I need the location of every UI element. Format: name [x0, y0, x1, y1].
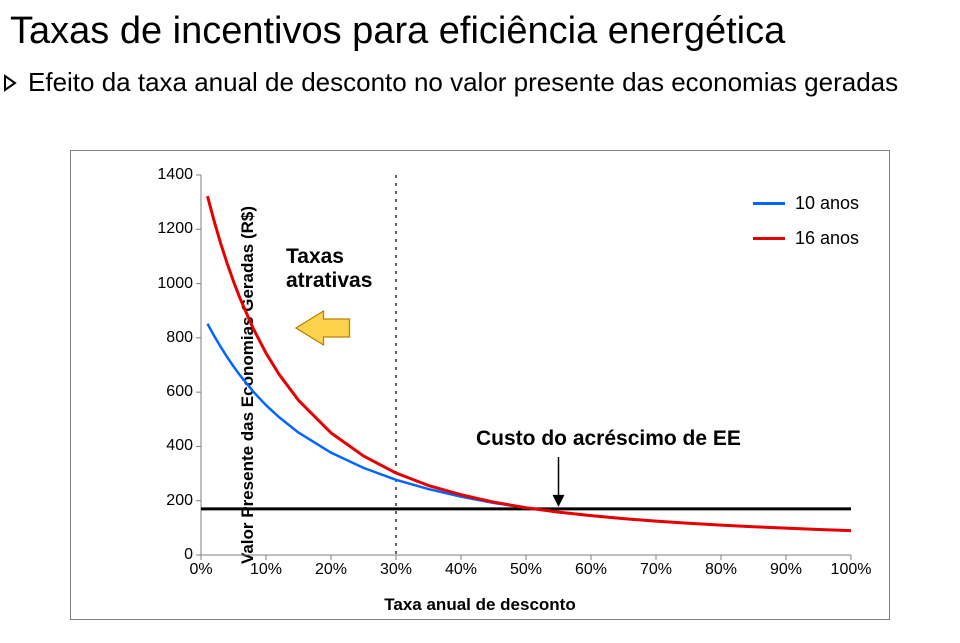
- y-tick-label: 600: [166, 383, 193, 401]
- y-tick-label: 1400: [157, 166, 193, 184]
- annotation-text: atrativas: [286, 269, 372, 292]
- x-tick-label: 100%: [831, 561, 872, 579]
- x-tick-label: 70%: [640, 561, 672, 579]
- x-tick-label: 50%: [510, 561, 542, 579]
- subtitle-text: Efeito da taxa anual de desconto no valo…: [28, 67, 898, 98]
- x-axis-label: Taxa anual de desconto: [384, 595, 575, 615]
- chart-plot-area: Taxas atrativas Custo do acréscimo de EE…: [201, 175, 851, 555]
- x-tick-label: 80%: [705, 561, 737, 579]
- y-tick-label: 400: [166, 437, 193, 455]
- y-tick-label: 1200: [157, 220, 193, 238]
- x-tick-label: 30%: [380, 561, 412, 579]
- chevron-right-icon: [2, 74, 20, 92]
- y-tick-label: 1000: [157, 275, 193, 293]
- x-tick-label: 20%: [315, 561, 347, 579]
- annotation-text: Taxas: [286, 245, 344, 268]
- x-tick-label: 0%: [189, 561, 212, 579]
- chart-svg: [201, 175, 851, 555]
- y-tick-label: 200: [166, 492, 193, 510]
- x-tick-label: 40%: [445, 561, 477, 579]
- subtitle-row: Efeito da taxa anual de desconto no valo…: [0, 57, 960, 98]
- annotation-custo: Custo do acréscimo de EE: [476, 427, 741, 451]
- page-title: Taxas de incentivos para eficiência ener…: [0, 0, 960, 57]
- x-tick-label: 60%: [575, 561, 607, 579]
- x-tick-label: 90%: [770, 561, 802, 579]
- annotation-taxas: Taxas atrativas: [286, 245, 372, 293]
- y-tick-label: 800: [166, 329, 193, 347]
- chart-frame: Valor Presente das Economias Geradas (R$…: [70, 150, 890, 620]
- x-tick-label: 10%: [250, 561, 282, 579]
